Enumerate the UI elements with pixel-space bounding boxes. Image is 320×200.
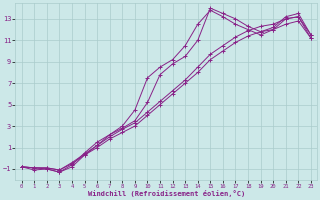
X-axis label: Windchill (Refroidissement éolien,°C): Windchill (Refroidissement éolien,°C) xyxy=(88,190,245,197)
